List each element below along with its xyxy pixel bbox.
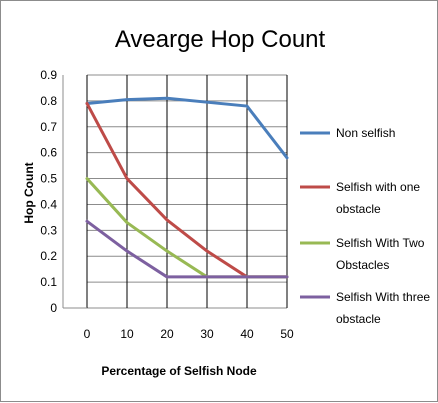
x-axis-label: Percentage of Selfish Node	[101, 364, 257, 378]
series-layer	[87, 98, 287, 277]
series-line-1	[87, 98, 287, 158]
y-tick-label: 0.3	[40, 223, 57, 237]
y-axis-label: Hop Count	[22, 162, 36, 223]
legend-label: obstacle	[336, 202, 381, 216]
series-line-2	[87, 103, 287, 276]
y-tick-label: 0	[50, 301, 57, 315]
chart-title: Avearge Hop Count	[115, 26, 326, 53]
y-tick-label: 0.4	[40, 197, 57, 211]
legend-label: Obstacles	[336, 258, 389, 272]
y-tick-label: 0.7	[40, 120, 57, 134]
x-tick-label: 30	[200, 327, 214, 341]
x-tick-label: 0	[84, 327, 91, 341]
x-tick-label: 10	[120, 327, 134, 341]
legend: Non selfish Selfish with one obstacle Selfi…	[300, 126, 430, 326]
legend-label: obstacle	[336, 312, 381, 326]
y-tick-label: 0.6	[40, 146, 57, 160]
legend-label: Non selfish	[336, 126, 395, 140]
legend-label: Selfish With Two	[336, 236, 425, 250]
x-tick-label: 20	[160, 327, 174, 341]
y-tick-label: 0.9	[40, 68, 57, 82]
legend-label: Selfish With three	[336, 290, 430, 304]
x-tick-label: 50	[280, 327, 294, 341]
series-line-3	[87, 179, 287, 277]
y-tick-label: 0.5	[40, 172, 57, 186]
grid-layer	[87, 75, 287, 308]
series-line-4	[87, 221, 287, 277]
x-tick-label: 40	[240, 327, 254, 341]
y-tick-label: 0.2	[40, 249, 57, 263]
y-tick-label: 0.8	[40, 94, 57, 108]
y-tick-label: 0.1	[40, 275, 57, 289]
legend-label: Selfish with one	[336, 180, 420, 194]
